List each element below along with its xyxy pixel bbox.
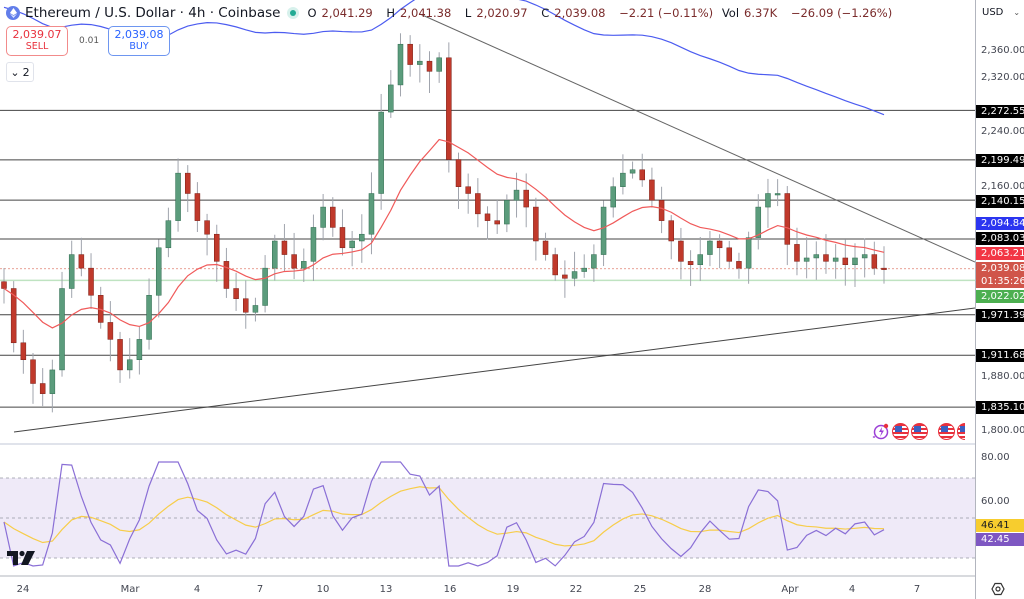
price-level-tag: 2,272.55 bbox=[976, 105, 1024, 118]
buy-price: 2,039.08 bbox=[114, 28, 164, 41]
tradingview-logo[interactable] bbox=[7, 550, 37, 570]
time-tick-label: 4 bbox=[193, 584, 201, 595]
rsi-value-tag: 46.41 bbox=[976, 519, 1024, 532]
time-tick-label: 7 bbox=[256, 584, 264, 595]
rsi-value-tag: 42.45 bbox=[976, 533, 1024, 546]
market-open-icon bbox=[287, 7, 300, 19]
time-tick-label: 7 bbox=[913, 584, 921, 595]
time-tick-label: 4 bbox=[848, 584, 856, 595]
us-event-flag-icon[interactable] bbox=[911, 423, 928, 440]
buy-button[interactable]: 2,039.08 BUY bbox=[108, 26, 171, 56]
time-tick-label: Mar bbox=[120, 584, 140, 595]
indicator-count: 2 bbox=[22, 65, 30, 79]
price-level-tag: 2,140.15 bbox=[976, 195, 1024, 208]
economic-events bbox=[872, 423, 965, 440]
buy-label: BUY bbox=[129, 41, 149, 52]
settings-gear-icon[interactable] bbox=[991, 582, 1005, 599]
time-tick-label: Apr bbox=[781, 584, 799, 595]
sell-label: SELL bbox=[25, 41, 49, 52]
price-level-tag: 1,971.39 bbox=[976, 309, 1024, 322]
price-tick-label: 2,360.00 bbox=[981, 45, 1024, 56]
chevron-down-icon: ⌄ bbox=[10, 65, 20, 79]
price-tick-label: 2,240.00 bbox=[981, 126, 1024, 138]
price-level-tag: 01:35:26 bbox=[976, 275, 1024, 288]
sell-button[interactable]: 2,039.07 SELL bbox=[6, 26, 68, 56]
currency-selector[interactable]: USD ⌄ bbox=[979, 2, 1023, 22]
price-level-tag: 2,022.02 bbox=[976, 290, 1024, 303]
price-level-tag: 2,063.21 bbox=[976, 247, 1024, 260]
rsi-tick-label: 60.00 bbox=[981, 496, 1010, 507]
price-tick-label: 2,160.00 bbox=[981, 180, 1024, 192]
trade-panel: 2,039.07 SELL 0.01 2,039.08 BUY bbox=[6, 26, 171, 56]
time-tick-label: 19 bbox=[506, 584, 520, 595]
time-tick-label: 25 bbox=[633, 584, 647, 595]
sell-price: 2,039.07 bbox=[12, 28, 62, 41]
currency-label: USD bbox=[982, 6, 1004, 18]
lightning-events-icon[interactable] bbox=[872, 423, 890, 440]
time-tick-label: 24 bbox=[16, 584, 30, 595]
us-event-flag-icon[interactable] bbox=[957, 423, 965, 440]
indicators-collapse-button[interactable]: ⌄ 2 bbox=[6, 62, 34, 82]
spread-value: 0.01 bbox=[79, 36, 100, 46]
price-level-tag: 1,911.68 bbox=[976, 349, 1024, 362]
chevron-down-icon: ⌄ bbox=[1013, 7, 1021, 17]
ohlc-values: O 2,041.29 H 2,041.38 L 2,020.97 C 2,039.08 … bbox=[307, 6, 893, 20]
time-tick-label: 28 bbox=[698, 584, 712, 595]
symbol-header: Ethereum / U.S. Dollar · 4h · Coinbase O… bbox=[6, 4, 897, 22]
price-level-tag: 2,199.49 bbox=[976, 154, 1024, 167]
rsi-tick-label: 80.00 bbox=[981, 452, 1010, 463]
price-tick-label: 1,880.00 bbox=[981, 370, 1024, 382]
time-tick-label: 10 bbox=[316, 584, 330, 595]
price-level-tag: 2,083.03 bbox=[976, 232, 1024, 245]
ethereum-icon bbox=[6, 6, 20, 20]
price-tick-label: 1,800.00 bbox=[981, 425, 1024, 436]
us-event-flag-icon[interactable] bbox=[892, 423, 909, 440]
price-level-tag: 2,039.08 bbox=[976, 262, 1024, 275]
symbol-title[interactable]: Ethereum / U.S. Dollar · 4h · Coinbase bbox=[25, 5, 281, 21]
time-tick-label: 13 bbox=[379, 584, 393, 595]
time-tick-label: 22 bbox=[569, 584, 583, 595]
price-level-tag: 2,094.84 bbox=[976, 217, 1024, 230]
price-chart[interactable] bbox=[0, 0, 975, 599]
price-level-tag: 1,835.10 bbox=[976, 401, 1024, 414]
us-event-flag-icon[interactable] bbox=[938, 423, 955, 440]
time-tick-label: 16 bbox=[443, 584, 457, 595]
price-tick-label: 2,320.00 bbox=[981, 72, 1024, 84]
